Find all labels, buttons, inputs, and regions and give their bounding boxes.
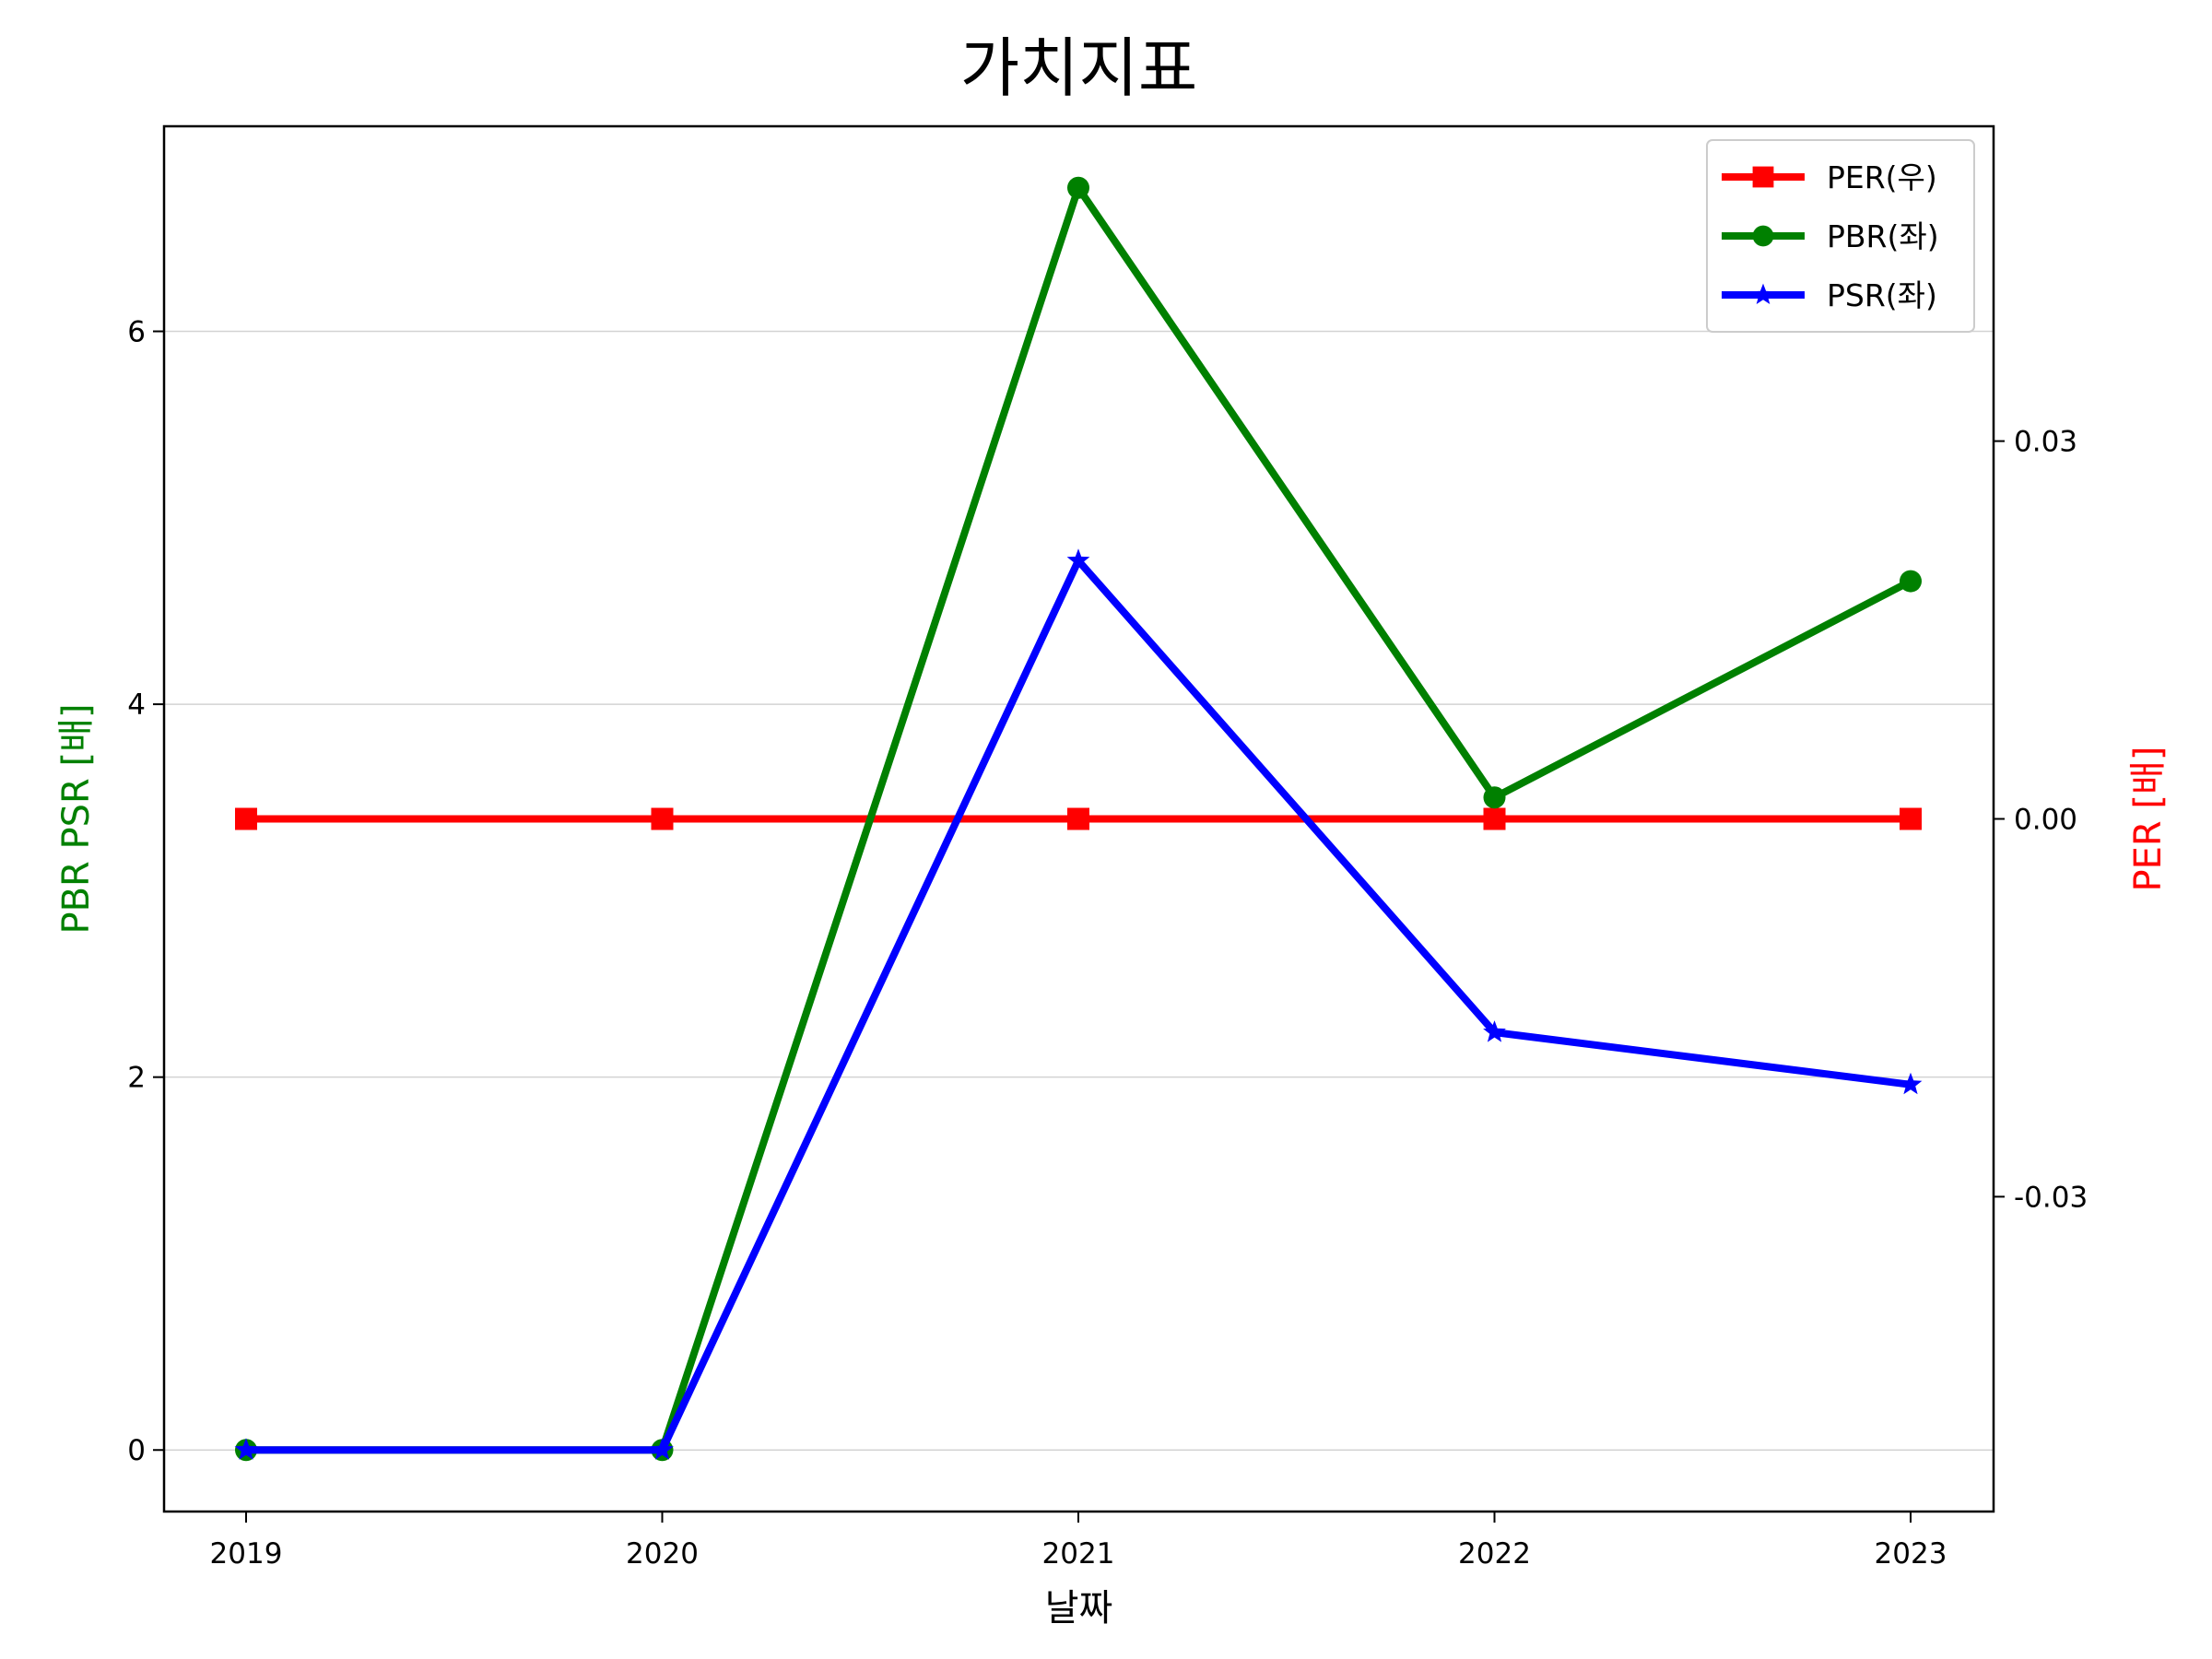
legend-marker xyxy=(1752,283,1774,304)
legend-label: PER(우) xyxy=(1827,159,1937,195)
data-point xyxy=(234,1438,258,1460)
legend-marker xyxy=(1752,166,1774,188)
grid-lines xyxy=(164,330,1994,1451)
y-axis-left-title: PBR PSR [배] xyxy=(55,703,98,934)
y-left-tick-label: 6 xyxy=(127,316,146,349)
legend-item: PBR(좌) xyxy=(1722,218,1939,254)
y-axis-left: 0 2 4 6 xyxy=(127,316,164,1467)
legend-label: PBR(좌) xyxy=(1827,218,1939,254)
y-left-tick-label: 4 xyxy=(127,688,146,722)
data-point xyxy=(1899,1072,1923,1095)
y-left-tick-label: 0 xyxy=(127,1434,146,1467)
data-point xyxy=(1483,807,1506,830)
legend-item: PSR(좌) xyxy=(1722,277,1937,313)
data-point xyxy=(1067,176,1089,199)
data-point xyxy=(1900,807,1922,830)
x-axis: 2019 2020 2021 2022 2023 xyxy=(210,1512,1947,1571)
x-tick-label: 2021 xyxy=(1042,1537,1115,1571)
legend-label: PSR(좌) xyxy=(1827,277,1937,313)
series-layer xyxy=(234,176,1923,1462)
x-tick-label: 2022 xyxy=(1458,1537,1531,1571)
y-axis-right-title: PER [배] xyxy=(2127,747,2170,892)
y-right-tick-label: -0.03 xyxy=(2014,1181,2088,1214)
data-point xyxy=(1067,807,1089,830)
series-PER(우) xyxy=(235,807,1922,830)
data-point xyxy=(1483,1020,1506,1042)
x-tick-label: 2020 xyxy=(626,1537,699,1571)
legend-box xyxy=(1706,139,1975,333)
data-point xyxy=(235,807,257,830)
y-left-tick-label: 2 xyxy=(127,1062,146,1095)
data-point xyxy=(1066,548,1090,571)
legend-item: PER(우) xyxy=(1722,159,1937,195)
data-point xyxy=(651,807,674,830)
y-right-tick-label: 0.00 xyxy=(2014,804,2077,837)
y-axis-right: -0.03 0.00 0.03 xyxy=(1994,426,2088,1214)
data-point xyxy=(1900,570,1922,593)
chart-title: 가치지표 xyxy=(960,30,1198,106)
x-tick-label: 2019 xyxy=(210,1537,283,1571)
x-axis-title: 날짜 xyxy=(1045,1587,1113,1630)
x-tick-label: 2023 xyxy=(1875,1537,1947,1571)
legend-marker xyxy=(1752,225,1774,247)
legend: PER(우) PBR(좌) PSR(좌) xyxy=(1706,139,1975,333)
data-point xyxy=(1483,786,1506,809)
series-PSR(좌) xyxy=(234,548,1923,1460)
series-line xyxy=(246,554,1912,1454)
y-right-tick-label: 0.03 xyxy=(2014,426,2077,459)
data-point xyxy=(651,1438,674,1460)
